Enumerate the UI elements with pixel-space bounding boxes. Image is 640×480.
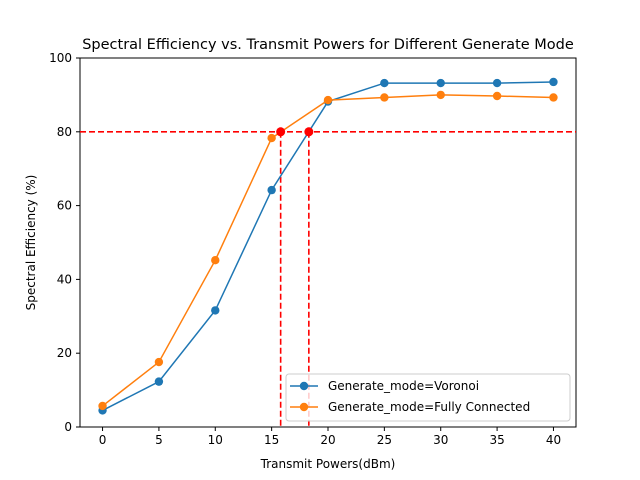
x-axis-label: Transmit Powers(dBm)	[260, 457, 396, 471]
data-point	[211, 256, 220, 265]
legend-box	[285, 373, 571, 422]
chart-title: Spectral Efficiency vs. Transmit Powers …	[82, 37, 574, 53]
data-point	[323, 95, 333, 105]
crossing-layer	[276, 127, 314, 137]
x-tick-label: 0	[99, 433, 107, 447]
legend-marker	[299, 381, 309, 391]
data-point	[436, 78, 445, 88]
legend-label: Generate_mode=Fully Connected	[328, 400, 530, 414]
legend-marker	[299, 402, 309, 412]
data-point	[267, 185, 276, 195]
x-tick-label: 35	[489, 433, 504, 447]
plot-area	[79, 57, 577, 428]
crossing-marker	[276, 127, 286, 137]
y-tick-label: 0	[64, 420, 72, 434]
y-axis-label: Spectral Efficiency (%)	[24, 175, 38, 311]
x-tick-label: 25	[377, 433, 392, 447]
series-line	[102, 94, 554, 407]
y-tick-label: 80	[57, 125, 72, 139]
y-tick-label: 100	[49, 51, 72, 65]
data-point	[98, 401, 107, 411]
data-point	[436, 90, 445, 100]
data-point	[492, 91, 502, 101]
x-tick-label: 10	[208, 433, 223, 447]
x-tick-label: 15	[264, 433, 279, 447]
data-point	[549, 93, 558, 102]
y-tick-label: 20	[57, 346, 72, 360]
x-tick-label: 20	[320, 433, 335, 447]
x-tick-label: 40	[546, 433, 561, 447]
data-point	[380, 78, 389, 88]
data-point	[267, 133, 276, 143]
data-point	[211, 306, 220, 315]
data-point	[492, 78, 502, 88]
data-point	[154, 357, 164, 367]
legend-label: Generate_mode=Voronoi	[328, 379, 479, 393]
data-point	[549, 77, 558, 87]
crossing-marker	[304, 127, 314, 137]
x-axis: 0 5 10 15 20 25 30 35 40	[99, 427, 561, 447]
data-point	[380, 93, 389, 102]
y-tick-label: 40	[57, 272, 72, 286]
x-tick-label: 5	[155, 433, 163, 447]
data-point	[154, 377, 164, 386]
legend: Generate_mode=Voronoi Generate_mode=Fully…	[285, 373, 571, 422]
series-layer	[98, 77, 558, 415]
y-axis: 0 20 40 60 80 100	[49, 51, 80, 434]
x-tick-label: 30	[433, 433, 448, 447]
y-tick-label: 60	[57, 199, 72, 213]
